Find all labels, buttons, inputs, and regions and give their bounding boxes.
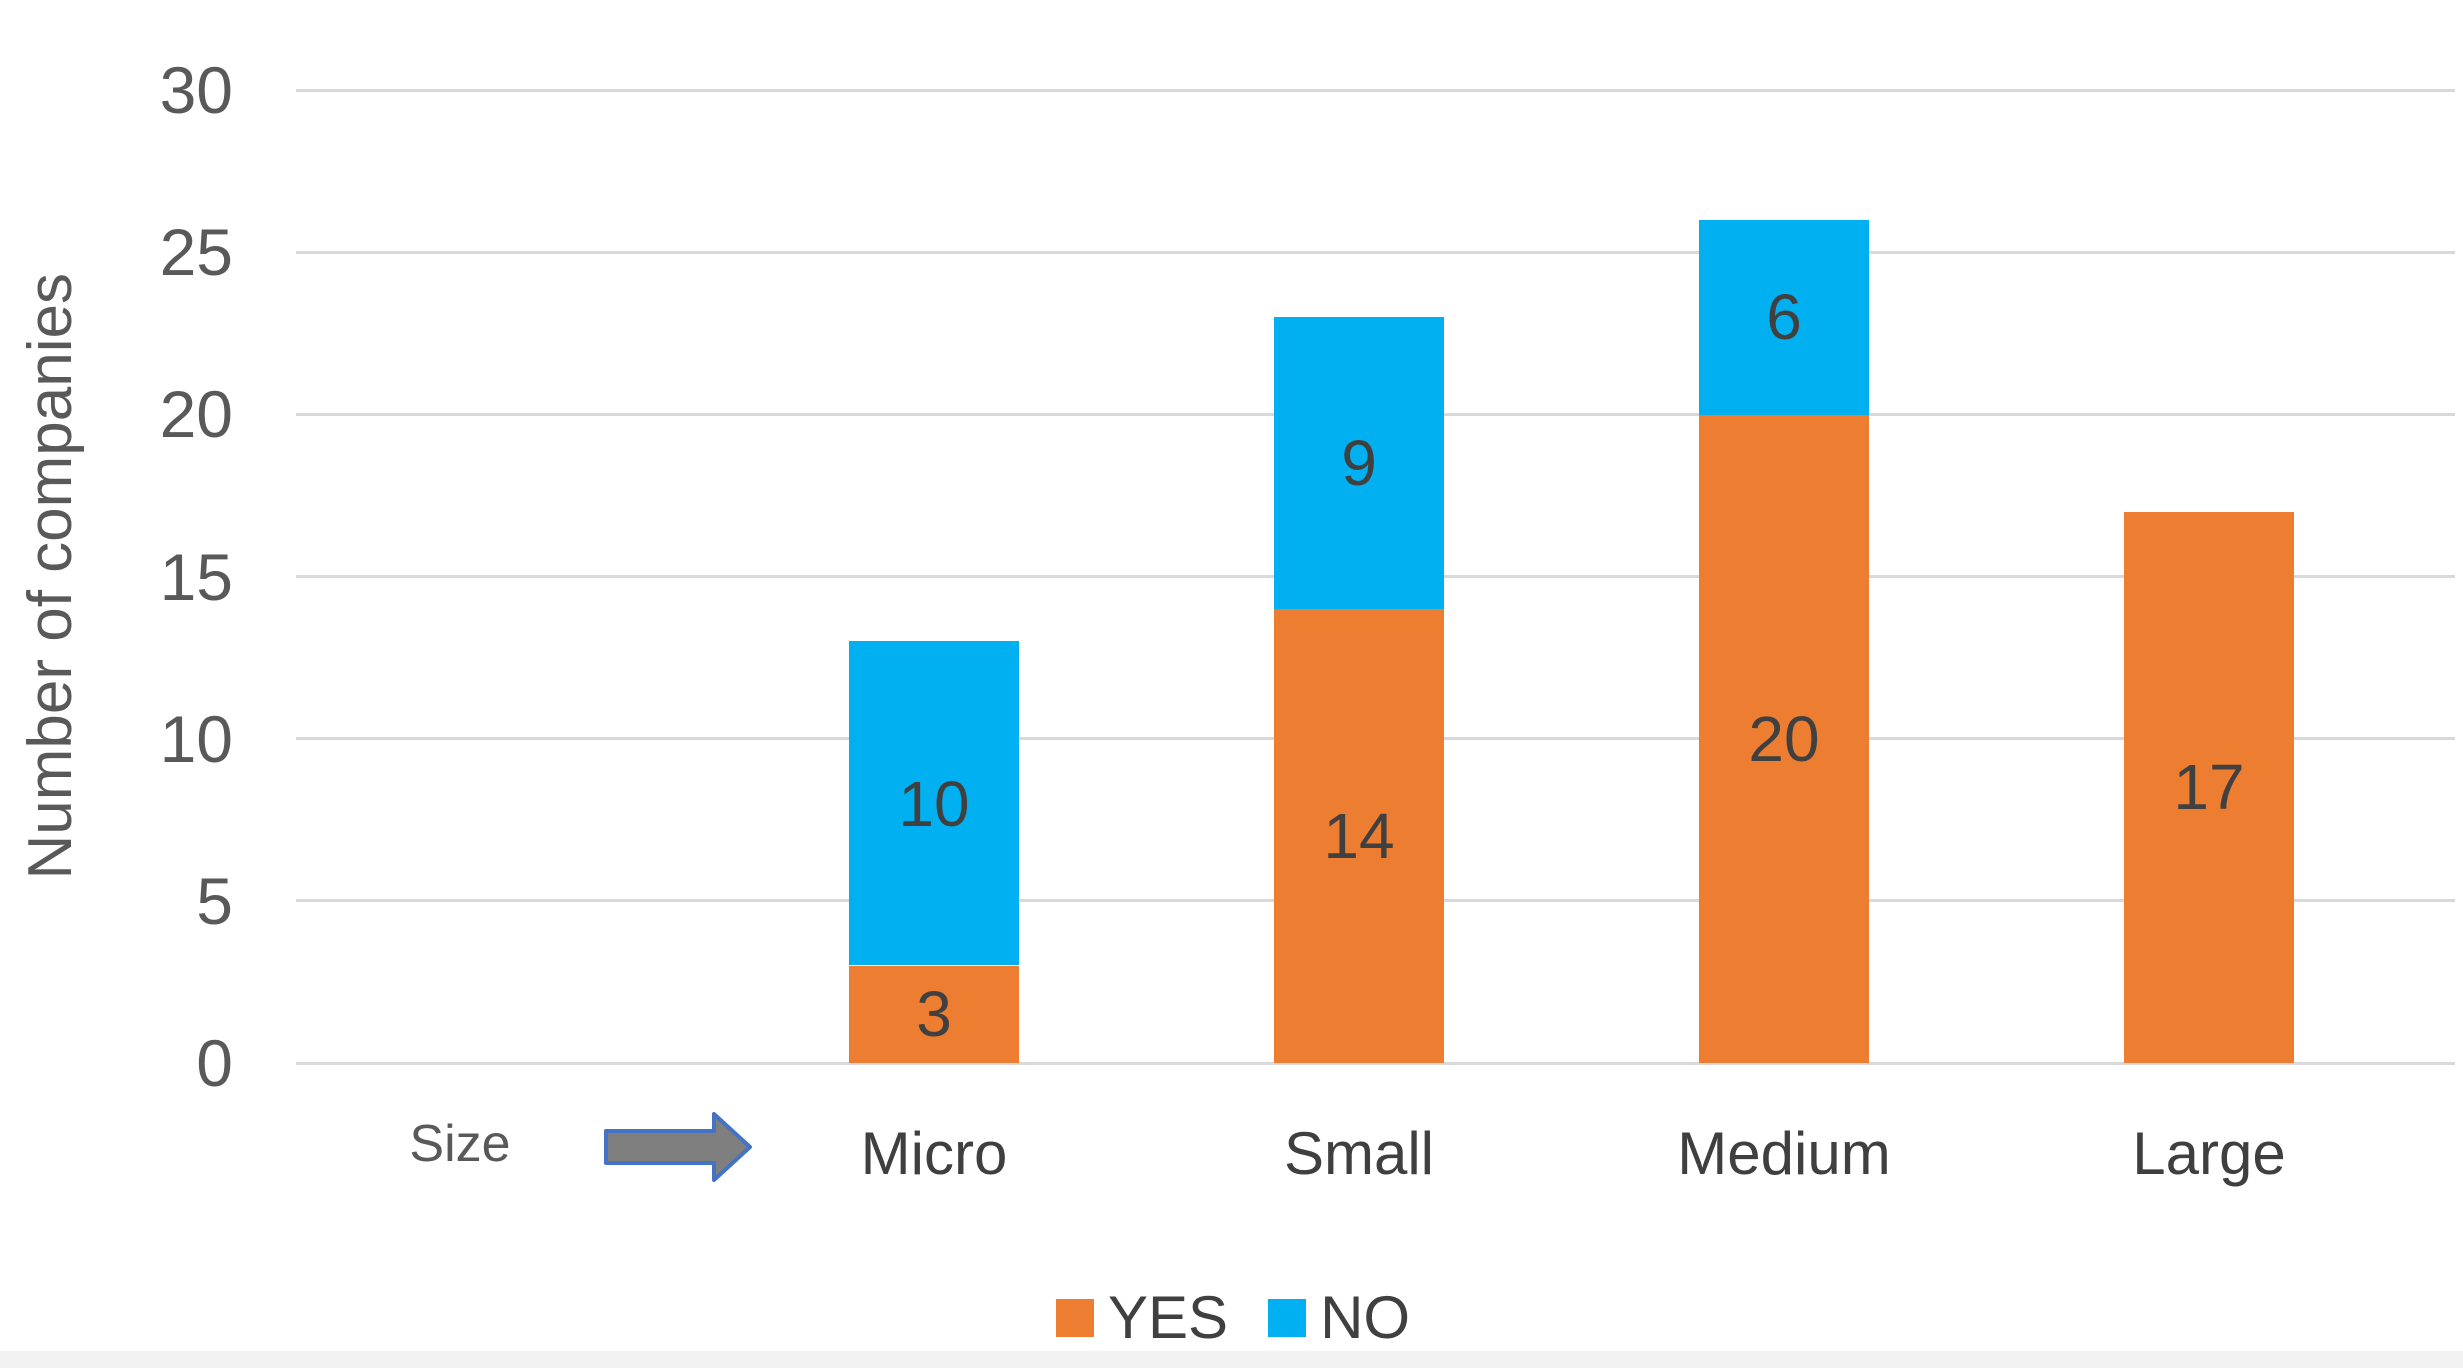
bar-small-yes xyxy=(1274,609,1444,1063)
y-tick-label-10: 10 xyxy=(159,702,233,776)
bar-micro-yes xyxy=(849,966,1019,1063)
bar-medium-no xyxy=(1699,220,1869,415)
y-tick-label-0: 0 xyxy=(196,1026,233,1100)
data-label-small-no: 9 xyxy=(1341,427,1377,499)
x-axis-label-medium: Medium xyxy=(1677,1120,1891,1187)
bar-medium-yes xyxy=(1699,414,1869,1063)
data-label-micro-no: 10 xyxy=(898,768,970,840)
y-tick-label-15: 15 xyxy=(159,540,233,614)
y-tick-label-25: 25 xyxy=(159,215,233,289)
data-label-large-yes: 17 xyxy=(2173,751,2245,823)
y-tick-label-5: 5 xyxy=(196,864,233,938)
bar-large-yes xyxy=(2124,512,2294,1063)
legend-label-no: NO xyxy=(1320,1284,1411,1351)
bar-micro-no xyxy=(849,641,1019,965)
data-label-micro-yes: 3 xyxy=(916,978,952,1050)
size-arrow-icon xyxy=(604,1112,752,1182)
legend: YES NO xyxy=(1056,1288,1410,1348)
x-axis-label-small: Small xyxy=(1283,1120,1435,1187)
bottom-edge-strip xyxy=(0,1351,2463,1368)
x-axis-label-micro: Micro xyxy=(860,1120,1008,1187)
gridline-y-25 xyxy=(296,251,2455,254)
y-tick-label-30: 30 xyxy=(159,53,233,127)
y-tick-label-20: 20 xyxy=(159,377,233,451)
legend-swatch-yes xyxy=(1056,1299,1094,1337)
data-label-medium-no: 6 xyxy=(1766,281,1802,353)
x-axis-label-large: Large xyxy=(2132,1120,2286,1187)
legend-item-yes: YES xyxy=(1056,1288,1228,1348)
gridline-y-30 xyxy=(296,89,2455,92)
size-annotation-label: Size xyxy=(409,1115,511,1173)
legend-label-yes: YES xyxy=(1108,1284,1229,1351)
bar-small-no xyxy=(1274,317,1444,609)
data-label-medium-yes: 20 xyxy=(1748,703,1820,775)
legend-item-no: NO xyxy=(1268,1288,1410,1348)
legend-swatch-no xyxy=(1268,1299,1307,1337)
gridline-y-0 xyxy=(296,1062,2455,1065)
data-label-small-yes: 14 xyxy=(1323,800,1395,872)
